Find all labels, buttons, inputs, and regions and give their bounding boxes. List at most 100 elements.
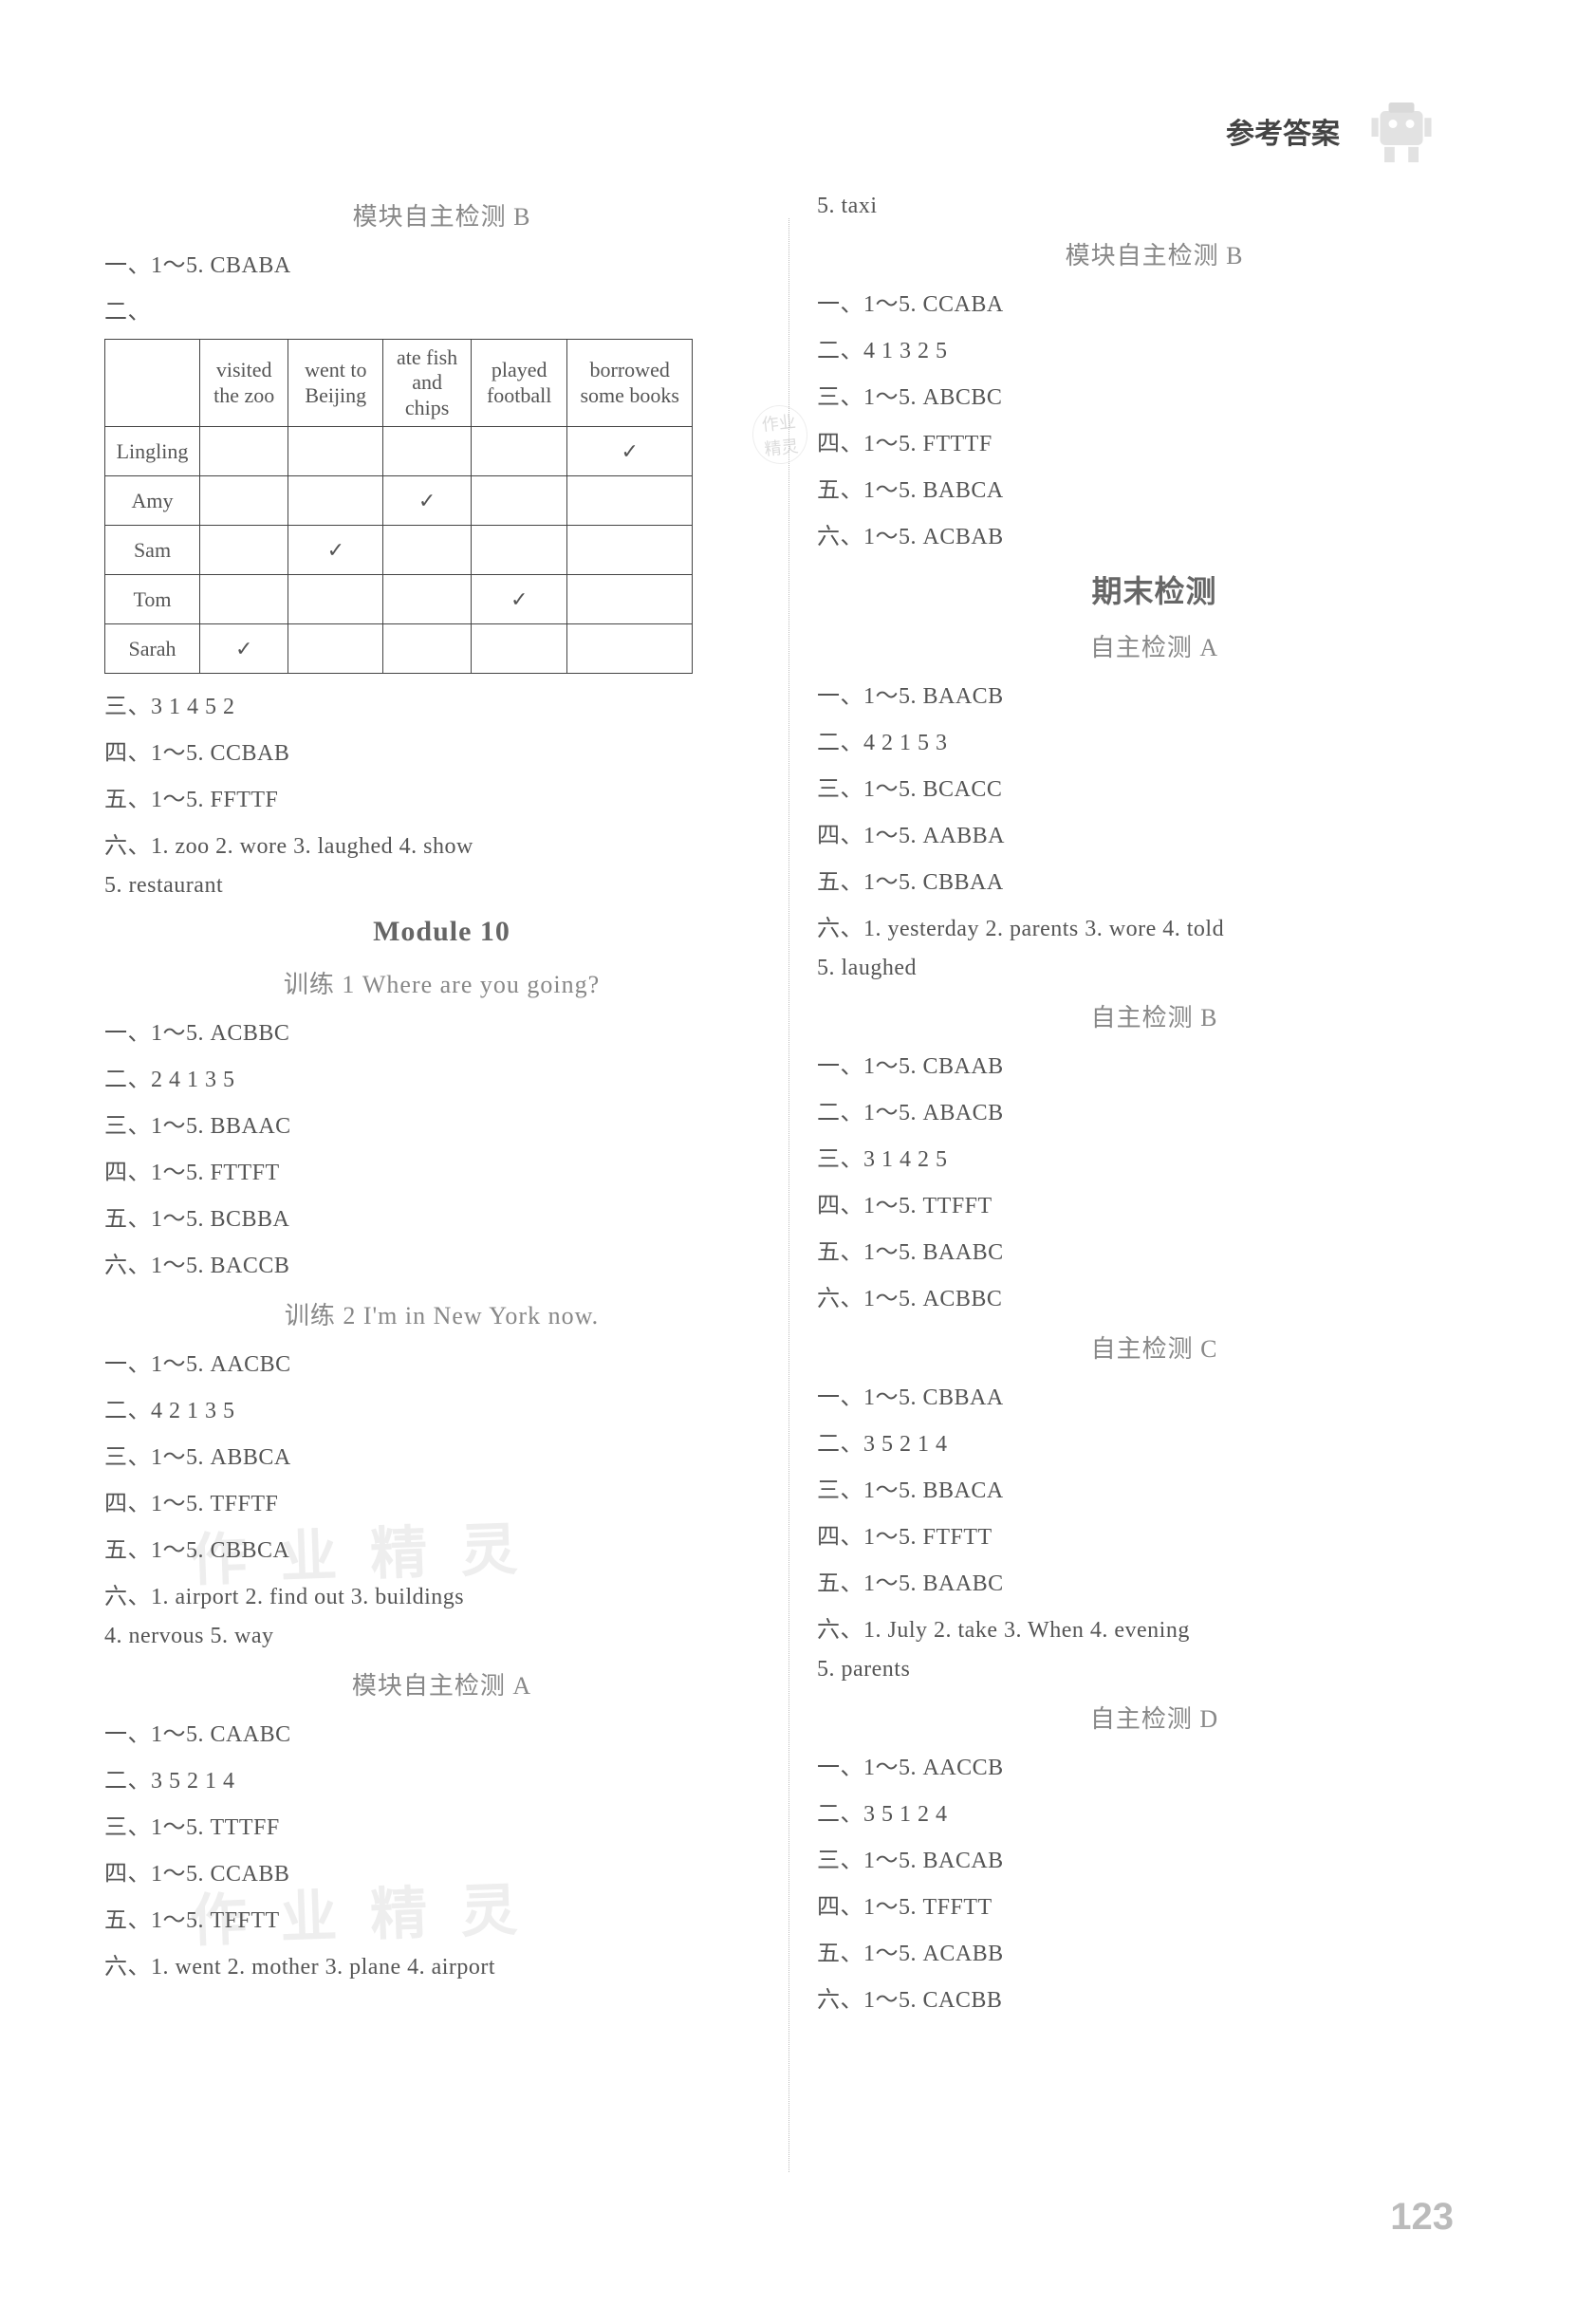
answer-line: 一、1～5. AACCB <box>817 1748 1492 1781</box>
table-cell <box>288 624 383 674</box>
answer-line: 四、1～5. TTFFT <box>817 1186 1492 1219</box>
table-header-cell: borrowed some books <box>567 340 693 427</box>
answer-line: 五、1～5. TFFTT <box>104 1901 779 1934</box>
table-cell: ✓ <box>471 575 566 624</box>
answer-line: 六、1～5. BACCB <box>104 1246 779 1279</box>
answer-line: 五、1～5. BCBBA <box>104 1199 779 1233</box>
final-exam-title: 期末检测 <box>817 567 1492 611</box>
answer-line: 六、1～5. ACBAB <box>817 517 1492 550</box>
answer-line: 一、1～5. CBBAA <box>817 1378 1492 1411</box>
table-cell <box>288 476 383 526</box>
module-title: Module 10 <box>104 916 779 948</box>
answer-line: 二、3 5 1 2 4 <box>817 1794 1492 1828</box>
table-row: Tom ✓ <box>105 575 693 624</box>
answer-line: 五、1～5. FFTTF <box>104 780 779 813</box>
answer-line: 五、1～5. BAABC <box>817 1564 1492 1597</box>
answer-line: 三、1～5. BACAB <box>817 1841 1492 1874</box>
training-title: 训练 2 I'm in New York now. <box>104 1296 779 1331</box>
answer-key-page: 参考答案 作 业 精 灵 作 业 精 灵 模块自主检测 B 一、1～5. CBA… <box>0 0 1577 2324</box>
answer-line: 一、1～5. AACBC <box>104 1345 779 1378</box>
page-number: 123 <box>1390 2196 1454 2239</box>
answer-line: 五、1～5. BAABC <box>817 1233 1492 1266</box>
section-title: 模块自主检测 B <box>817 236 1492 271</box>
table-name-cell: Sarah <box>105 624 200 674</box>
answer-line: 五、1～5. BABCA <box>817 471 1492 504</box>
answer-line: 5. parents <box>817 1657 1492 1683</box>
answer-line: 六、1. airport 2. find out 3. buildings <box>104 1577 779 1610</box>
answer-line: 一、1～5. CAABC <box>104 1715 779 1748</box>
answer-line: 二、 <box>104 292 779 325</box>
right-column: 5. taxi 模块自主检测 B 一、1～5. CCABA 二、4 1 3 2 … <box>817 180 1492 2027</box>
table-cell <box>471 476 566 526</box>
page-header-title: 参考答案 <box>1226 110 1340 152</box>
answer-line: 四、1～5. FTFTT <box>817 1517 1492 1551</box>
test-title: 自主检测 A <box>817 628 1492 663</box>
answer-table: visited the zoo went to Beijing ate fish… <box>104 339 693 674</box>
section-title: 模块自主检测 B <box>104 197 779 232</box>
answer-line: 一、1～5. ACBBC <box>104 1013 779 1047</box>
answer-line: 四、1～5. TFFTT <box>817 1887 1492 1921</box>
answer-line: 一、1～5. BAACB <box>817 677 1492 710</box>
page-header: 参考答案 <box>1226 85 1444 177</box>
table-cell <box>383 575 472 624</box>
answer-line: 三、3 1 4 5 2 <box>104 687 779 720</box>
answer-line: 四、1～5. CCABB <box>104 1854 779 1887</box>
answer-line: 二、1～5. ABACB <box>817 1093 1492 1126</box>
left-column: 模块自主检测 B 一、1～5. CBABA 二、 visited the zoo… <box>104 180 779 2027</box>
table-cell <box>471 624 566 674</box>
table-cell <box>288 575 383 624</box>
answer-line: 四、1～5. TFFTF <box>104 1484 779 1517</box>
answer-line: 5. restaurant <box>104 873 779 899</box>
answer-line: 二、3 5 2 1 4 <box>104 1761 779 1794</box>
table-cell <box>471 427 566 476</box>
answer-line: 三、1～5. ABBCA <box>104 1438 779 1471</box>
table-row: Sam ✓ <box>105 526 693 575</box>
table-cell: ✓ <box>200 624 288 674</box>
table-name-cell: Amy <box>105 476 200 526</box>
table-row: Amy ✓ <box>105 476 693 526</box>
answer-line: 二、4 2 1 5 3 <box>817 723 1492 756</box>
test-title: 自主检测 C <box>817 1329 1492 1365</box>
answer-line: 三、1～5. BCACC <box>817 770 1492 803</box>
table-header-cell: played football <box>471 340 566 427</box>
table-cell <box>200 526 288 575</box>
table-cell: ✓ <box>567 427 693 476</box>
table-cell: ✓ <box>288 526 383 575</box>
table-cell <box>200 575 288 624</box>
section-title: 模块自主检测 A <box>104 1666 779 1701</box>
answer-line: 4. nervous 5. way <box>104 1624 779 1649</box>
table-name-cell: Sam <box>105 526 200 575</box>
table-cell <box>200 476 288 526</box>
answer-line: 三、1～5. BBAAC <box>104 1106 779 1140</box>
answer-line: 四、1～5. FTTFT <box>104 1153 779 1186</box>
table-cell: ✓ <box>383 476 472 526</box>
answer-line: 四、1～5. FTTTF <box>817 424 1492 457</box>
answer-line: 一、1～5. CBAAB <box>817 1047 1492 1080</box>
table-cell <box>200 427 288 476</box>
table-header-cell: visited the zoo <box>200 340 288 427</box>
answer-line: 六、1～5. CACBB <box>817 1980 1492 2014</box>
table-cell <box>383 427 472 476</box>
answer-line: 三、1～5. ABCBC <box>817 378 1492 411</box>
table-cell <box>567 476 693 526</box>
answer-line: 二、2 4 1 3 5 <box>104 1060 779 1093</box>
answer-line: 五、1～5. CBBAA <box>817 863 1492 896</box>
table-cell <box>471 526 566 575</box>
test-title: 自主检测 D <box>817 1700 1492 1735</box>
table-row: Sarah ✓ <box>105 624 693 674</box>
answer-line: 三、1～5. BBACA <box>817 1471 1492 1504</box>
answer-line: 六、1. yesterday 2. parents 3. wore 4. tol… <box>817 909 1492 942</box>
answer-line: 一、1～5. CBABA <box>104 246 779 279</box>
table-name-cell: Tom <box>105 575 200 624</box>
answer-line: 六、1. zoo 2. wore 3. laughed 4. show <box>104 827 779 860</box>
answer-line: 二、3 5 2 1 4 <box>817 1424 1492 1458</box>
answer-line: 六、1～5. ACBBC <box>817 1279 1492 1312</box>
answer-line: 六、1. July 2. take 3. When 4. evening <box>817 1610 1492 1644</box>
table-cell <box>567 526 693 575</box>
answer-line: 四、1～5. CCBAB <box>104 734 779 767</box>
column-divider <box>788 218 789 2172</box>
two-column-layout: 模块自主检测 B 一、1～5. CBABA 二、 visited the zoo… <box>104 180 1492 2027</box>
answer-line: 一、1～5. CCABA <box>817 285 1492 318</box>
table-cell <box>383 526 472 575</box>
answer-line: 五、1～5. ACABB <box>817 1934 1492 1967</box>
